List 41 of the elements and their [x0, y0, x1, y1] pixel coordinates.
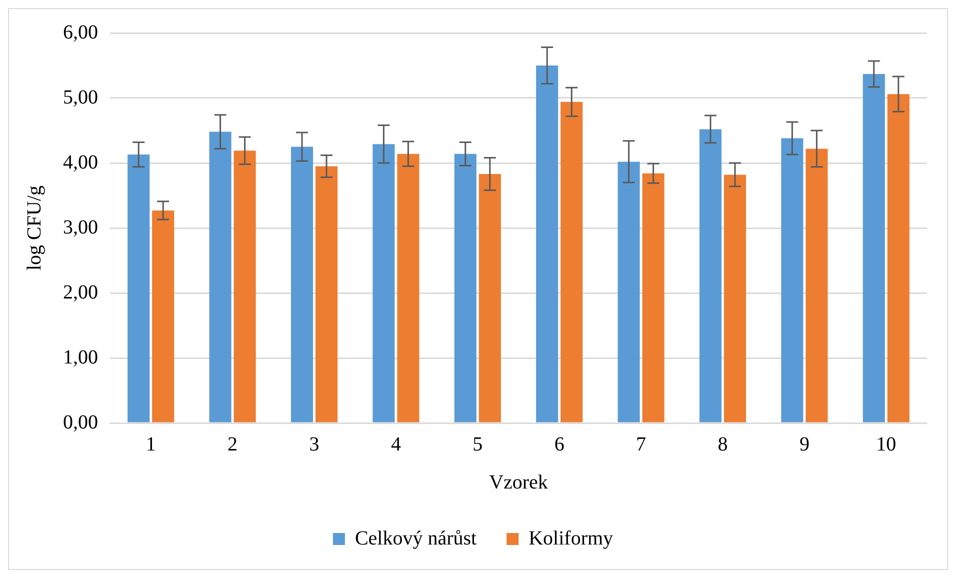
x-tick-label: 4 [390, 433, 401, 456]
y-tick-label: 1,00 [63, 346, 98, 368]
x-axis-title: Vzorek [489, 471, 548, 494]
bar [315, 166, 338, 422]
bar [397, 154, 420, 422]
bar [209, 132, 232, 422]
x-tick-label: 2 [228, 433, 238, 456]
x-tick-label: 9 [799, 433, 810, 456]
bar [699, 129, 722, 422]
bar [234, 150, 256, 422]
bar [128, 154, 150, 422]
bar [152, 210, 174, 422]
y-axis-title: log CFU/g [23, 185, 46, 271]
bar [478, 174, 501, 422]
bar [862, 74, 885, 422]
bar [536, 66, 558, 422]
y-tick-label: 0,00 [63, 411, 98, 434]
bar [724, 174, 746, 422]
y-tick-label: 5,00 [63, 86, 98, 108]
bar [806, 148, 828, 422]
bar [618, 162, 640, 422]
x-tick-label: 8 [718, 433, 728, 456]
bar [454, 154, 476, 422]
x-tick-label: 5 [472, 433, 483, 456]
x-tick-label: 1 [146, 433, 156, 456]
y-tick-label: 4,00 [63, 151, 98, 174]
x-tick-label: 3 [309, 433, 320, 456]
bar [372, 144, 395, 422]
legend-label: Koliformy [528, 527, 614, 550]
legend-label: Celkový nárůst [354, 527, 478, 550]
bar [560, 102, 583, 422]
x-tick-label: 10 [876, 433, 896, 456]
x-tick-label: 6 [554, 433, 564, 456]
x-tick-label: 7 [636, 433, 646, 456]
bar [887, 94, 910, 422]
y-tick-label: 2,00 [63, 281, 98, 304]
bar [642, 173, 664, 422]
y-tick-label: 6,00 [63, 21, 98, 44]
bar [290, 146, 314, 422]
y-tick-label: 3,00 [63, 216, 98, 238]
bar [781, 138, 804, 422]
